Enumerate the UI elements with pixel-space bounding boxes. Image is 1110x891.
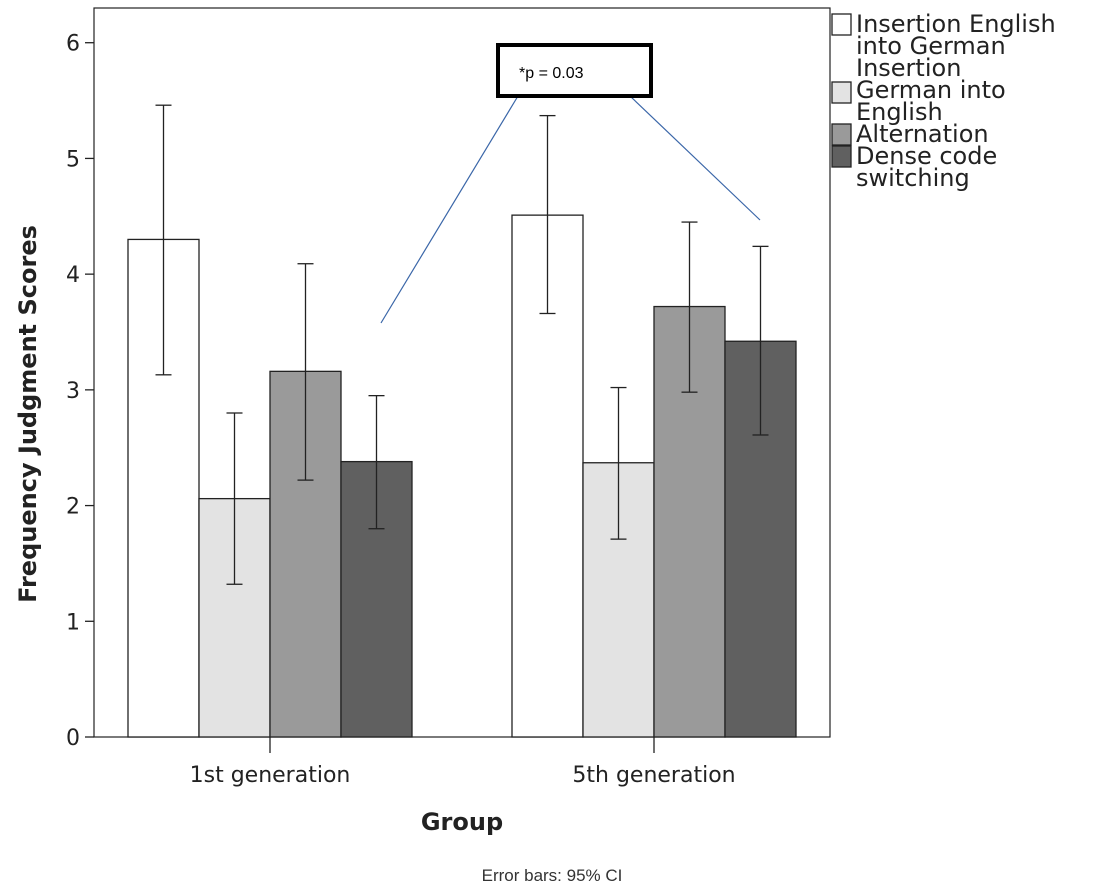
y-tick-label-5: 5 <box>66 147 80 172</box>
legend-label-4: Dense code switching <box>856 142 997 192</box>
x-axis: 1st generation 5th generation <box>190 737 736 788</box>
error-bar-note: Error bars: 95% CI <box>482 866 623 885</box>
bars <box>127 214 797 738</box>
y-tick-label-2: 2 <box>66 495 80 520</box>
legend-label-2-line-2: German into <box>856 76 1006 104</box>
legend-label-4-line-2: switching <box>856 164 970 192</box>
plot-border <box>93 7 831 738</box>
legend-swatch-4 <box>831 145 852 168</box>
annotation-box <box>496 43 653 98</box>
significance-annotation: *p = 0.03 <box>380 43 761 324</box>
legend-swatch-1 <box>831 13 852 36</box>
legend-label-2: Insertion German into English <box>856 54 1006 126</box>
legend-swatch-2 <box>831 81 852 104</box>
y-tick-label-1: 1 <box>66 610 80 635</box>
x-tick-label-1: 1st generation <box>190 763 351 788</box>
error-bars <box>155 104 769 585</box>
y-axis: 0 1 2 3 4 5 6 <box>66 32 94 751</box>
x-axis-title: Group <box>421 808 503 836</box>
legend-label-1-line-1: Insertion English <box>856 10 1056 38</box>
annotation-line-left <box>380 95 519 324</box>
x-tick-label-2: 5th generation <box>572 763 735 788</box>
legend-label-1-line-2: into German <box>856 32 1006 60</box>
y-tick-label-3: 3 <box>66 379 80 404</box>
annotation-label: *p = 0.03 <box>519 65 584 82</box>
legend-swatch-3 <box>831 123 852 146</box>
legend-label-3-line-1: Alternation <box>856 120 989 148</box>
legend-label-2-line-1: Insertion <box>856 54 961 82</box>
annotation-line-right <box>629 95 761 221</box>
legend-label-1: Insertion English into German <box>856 10 1056 60</box>
bar-3-1 <box>269 370 342 738</box>
legend-label-3: Alternation <box>856 120 989 148</box>
legend-label-4-line-1: Dense code <box>856 142 997 170</box>
plot-frame <box>93 7 831 738</box>
y-tick-label-0: 0 <box>66 726 80 751</box>
y-tick-label-6: 6 <box>66 32 80 57</box>
y-axis-title: Frequency Judgment Scores <box>14 225 42 603</box>
y-tick-label-4: 4 <box>66 263 80 288</box>
legend-label-2-line-3: English <box>856 98 943 126</box>
